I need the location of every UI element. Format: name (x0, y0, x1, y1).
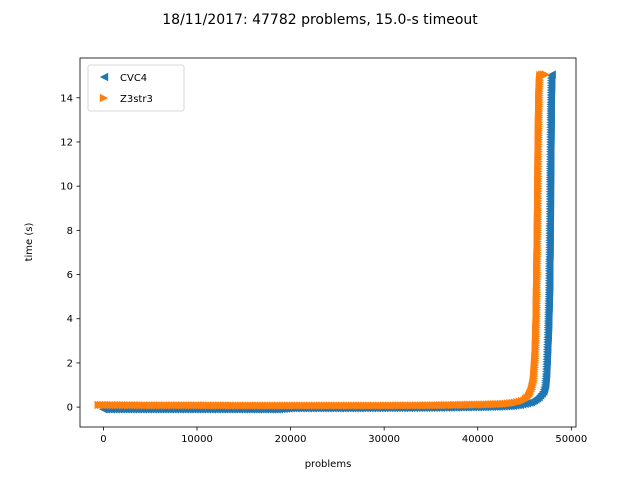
y-tick-label: 8 (67, 226, 73, 237)
axes-frame (79, 57, 577, 428)
y-tick-label: 10 (60, 182, 73, 193)
x-axis-label: problems (305, 459, 352, 470)
x-tick-label: 30000 (368, 434, 400, 445)
legend: CVC4 Z3str3 (87, 64, 185, 112)
legend-box (87, 64, 185, 112)
x-tick-label: 10000 (181, 434, 213, 445)
legend-marker (99, 93, 109, 103)
legend-label: CVC4 (120, 73, 147, 84)
x-tick-label: 50000 (555, 434, 587, 445)
y-tick-label: 4 (67, 314, 73, 325)
series-z3str3 (94, 70, 551, 410)
y-tick-label: 14 (60, 93, 73, 104)
y-tick-label: 6 (67, 270, 73, 281)
series-cvc4 (99, 70, 556, 414)
y-tick-label: 0 (67, 403, 73, 414)
legend-marker (99, 72, 109, 82)
x-tick-label: 0 (100, 434, 106, 445)
plot-area (94, 70, 556, 414)
y-axis-label: time (s) (24, 223, 35, 262)
x-tick-label: 40000 (462, 434, 494, 445)
data-point (541, 70, 551, 79)
data-point (547, 70, 556, 79)
x-tick-label: 20000 (275, 434, 307, 445)
y-tick-label: 12 (60, 137, 73, 148)
chart-title: 18/11/2017: 47782 problems, 15.0-s timeo… (162, 12, 478, 28)
legend-label: Z3str3 (120, 94, 153, 105)
axes: 0 10000 20000 30000 40000 50000 0 2 4 6 8 10 12 14 (60, 57, 587, 445)
y-tick-label: 2 (67, 358, 73, 369)
